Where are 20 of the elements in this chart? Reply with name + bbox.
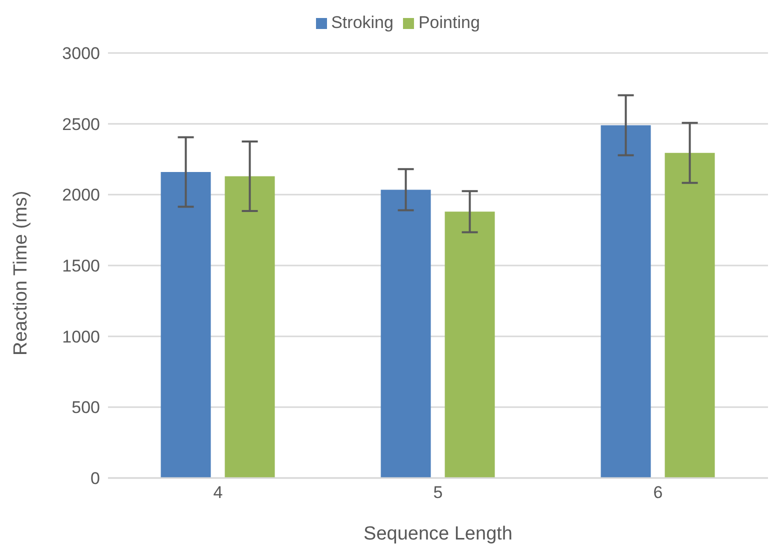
- bar: [664, 152, 715, 478]
- y-tick-label: 1000: [62, 327, 100, 346]
- x-tick-label: 6: [653, 483, 663, 502]
- y-tick-label: 3000: [62, 44, 100, 64]
- y-tick-label: 500: [72, 398, 100, 418]
- legend-label: Stroking: [331, 13, 394, 32]
- y-tick-label: 0: [90, 469, 100, 488]
- y-tick-label: 2000: [62, 186, 100, 205]
- bar: [160, 172, 211, 478]
- y-tick-label: 1500: [62, 256, 100, 276]
- bar: [444, 212, 495, 478]
- x-tick-label: 4: [213, 483, 223, 502]
- legend-label: Pointing: [418, 13, 480, 32]
- bar: [224, 176, 275, 478]
- bar: [380, 190, 431, 478]
- x-axis-title: Sequence Length: [364, 523, 512, 544]
- bar: [600, 125, 651, 478]
- x-tick-label: 5: [433, 483, 443, 502]
- y-tick-label: 2500: [62, 114, 100, 134]
- y-axis-title: Reaction Time (ms): [10, 190, 32, 356]
